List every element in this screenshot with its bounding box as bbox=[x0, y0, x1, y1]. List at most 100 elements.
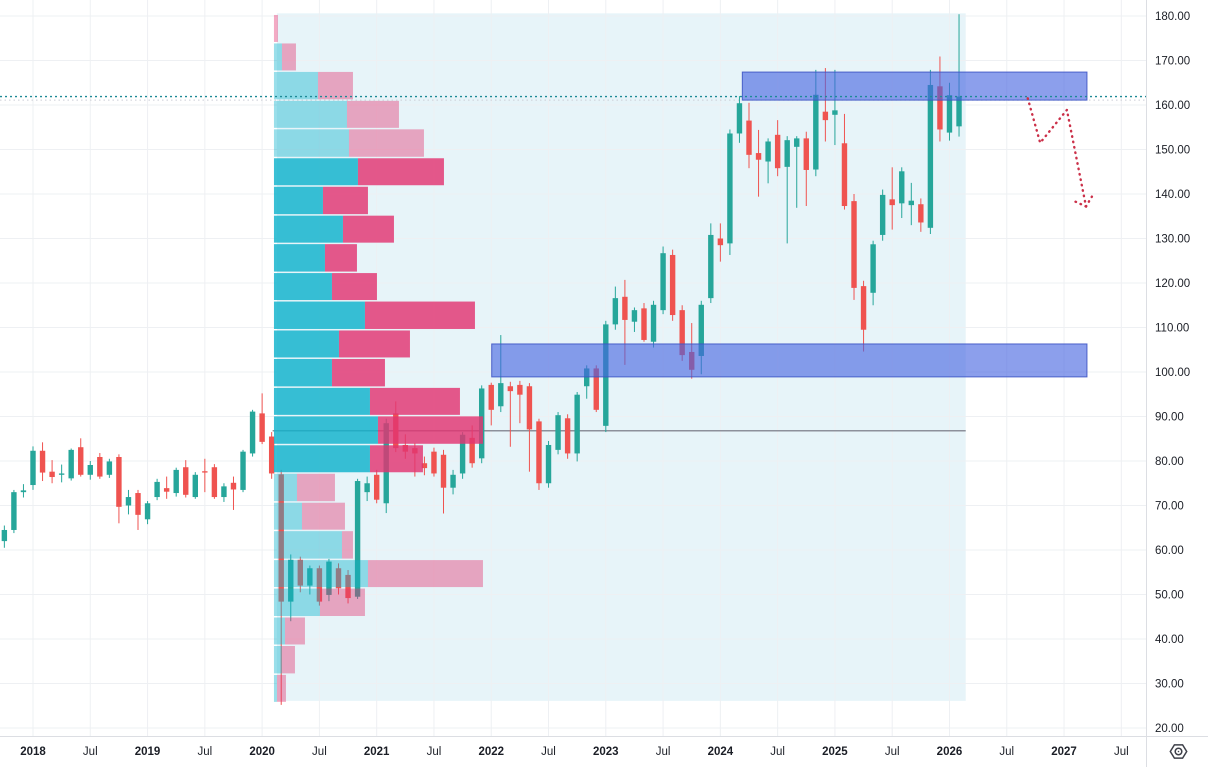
candle[interactable] bbox=[87, 461, 93, 480]
candle-body bbox=[335, 568, 342, 589]
candle[interactable] bbox=[746, 102, 752, 169]
candle[interactable] bbox=[660, 246, 666, 315]
candle[interactable] bbox=[183, 460, 189, 498]
candle[interactable] bbox=[30, 446, 36, 490]
time-axis[interactable]: 2018 Jul 2019 Jul 2020 Jul 2021 Jul 2022 Jul 2023 J… bbox=[20, 746, 1128, 758]
candle-body bbox=[574, 394, 580, 454]
resistance-zone[interactable] bbox=[741, 71, 1088, 101]
candle[interactable] bbox=[526, 383, 533, 472]
candle[interactable] bbox=[564, 414, 571, 459]
candle[interactable] bbox=[803, 131, 809, 207]
candle[interactable] bbox=[650, 300, 657, 348]
candle[interactable] bbox=[211, 464, 218, 499]
candle[interactable] bbox=[249, 409, 256, 457]
candle[interactable] bbox=[288, 554, 294, 622]
candle[interactable] bbox=[870, 240, 876, 306]
candle-body bbox=[97, 456, 103, 477]
candle[interactable] bbox=[192, 472, 198, 499]
volume-profile-indicator[interactable] bbox=[273, 14, 483, 702]
candle[interactable] bbox=[889, 167, 895, 230]
price-axis[interactable]: 180.00 170.00 160.00 150.00 140.00 130.00 120.… bbox=[1155, 11, 1190, 735]
candle[interactable] bbox=[1, 525, 8, 548]
profile-buy-row bbox=[273, 244, 325, 272]
candle[interactable] bbox=[612, 286, 619, 330]
candle[interactable] bbox=[860, 280, 867, 352]
candle[interactable] bbox=[879, 189, 886, 241]
candle[interactable] bbox=[507, 381, 514, 447]
candle[interactable] bbox=[574, 392, 580, 462]
candle[interactable] bbox=[125, 489, 132, 515]
projection-arrow[interactable] bbox=[1026, 97, 1094, 208]
candle[interactable] bbox=[354, 478, 361, 599]
candle[interactable] bbox=[765, 138, 771, 184]
candle[interactable] bbox=[68, 448, 74, 481]
candle[interactable] bbox=[221, 483, 227, 502]
candle[interactable] bbox=[708, 223, 714, 304]
candle[interactable] bbox=[736, 96, 743, 143]
candle[interactable] bbox=[316, 565, 323, 606]
support-zone[interactable] bbox=[491, 343, 1088, 378]
candle[interactable] bbox=[755, 129, 762, 197]
candle-body bbox=[58, 473, 65, 475]
candle[interactable] bbox=[899, 167, 905, 219]
candle[interactable] bbox=[259, 393, 265, 445]
candle[interactable] bbox=[450, 469, 456, 495]
candle[interactable] bbox=[794, 136, 800, 208]
candle[interactable] bbox=[669, 249, 676, 321]
candle[interactable] bbox=[116, 454, 122, 524]
arrowhead-barb bbox=[1084, 195, 1094, 208]
profile-buy-row bbox=[273, 158, 358, 186]
candle[interactable] bbox=[163, 476, 170, 499]
candle[interactable] bbox=[555, 412, 561, 455]
candle[interactable] bbox=[774, 120, 781, 177]
candle[interactable] bbox=[641, 303, 647, 342]
candle[interactable] bbox=[536, 418, 542, 490]
candle[interactable] bbox=[173, 467, 179, 497]
candle[interactable] bbox=[431, 447, 437, 477]
candle[interactable] bbox=[364, 476, 370, 502]
year-tick-label: 2021 bbox=[364, 746, 390, 758]
candle[interactable] bbox=[202, 458, 208, 493]
candle[interactable] bbox=[307, 565, 313, 595]
candle[interactable] bbox=[631, 307, 638, 332]
candle[interactable] bbox=[58, 464, 65, 483]
candle[interactable] bbox=[908, 182, 914, 226]
candle[interactable] bbox=[440, 449, 447, 514]
candle[interactable] bbox=[727, 129, 733, 255]
candle[interactable] bbox=[421, 456, 428, 476]
candle[interactable] bbox=[851, 194, 857, 300]
candle[interactable] bbox=[135, 489, 141, 530]
candle[interactable] bbox=[154, 478, 160, 501]
candle[interactable] bbox=[230, 476, 237, 510]
gear-hex-icon[interactable] bbox=[1169, 744, 1188, 759]
candle-body bbox=[593, 368, 599, 410]
candle[interactable] bbox=[345, 570, 351, 604]
candle[interactable] bbox=[268, 432, 275, 479]
candle[interactable] bbox=[20, 484, 27, 498]
candle[interactable] bbox=[11, 489, 17, 534]
candle[interactable] bbox=[841, 113, 848, 210]
candle[interactable] bbox=[49, 460, 55, 484]
candle[interactable] bbox=[373, 469, 380, 504]
year-tick-label: 2027 bbox=[1051, 746, 1077, 758]
candle[interactable] bbox=[297, 556, 304, 593]
candle[interactable] bbox=[78, 438, 84, 477]
year-tick-label: 2018 bbox=[20, 746, 46, 758]
candle[interactable] bbox=[784, 136, 790, 244]
candle[interactable] bbox=[39, 442, 46, 482]
candle[interactable] bbox=[97, 452, 103, 479]
candle[interactable] bbox=[144, 501, 151, 525]
candle[interactable] bbox=[335, 563, 342, 595]
candle[interactable] bbox=[545, 440, 552, 488]
profile-sell-row bbox=[273, 14, 278, 42]
candle[interactable] bbox=[106, 458, 113, 478]
candle[interactable] bbox=[517, 380, 523, 424]
candle-body bbox=[794, 138, 800, 147]
candle[interactable] bbox=[278, 469, 284, 705]
candle[interactable] bbox=[240, 449, 246, 493]
candle[interactable] bbox=[717, 223, 724, 262]
candle[interactable] bbox=[918, 198, 924, 232]
candle[interactable] bbox=[488, 382, 494, 426]
candle[interactable] bbox=[326, 558, 332, 602]
